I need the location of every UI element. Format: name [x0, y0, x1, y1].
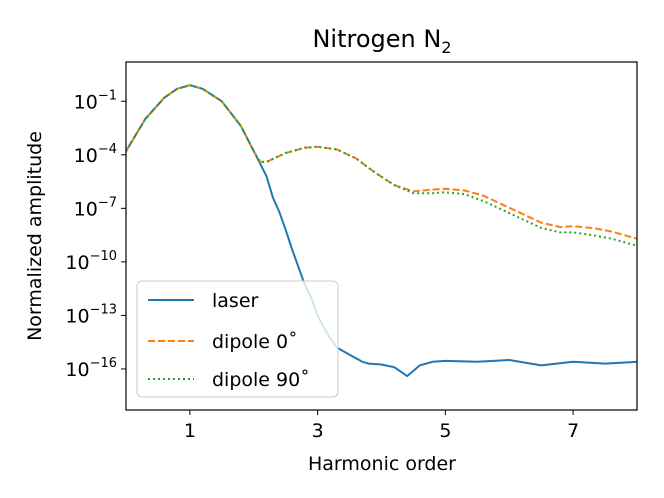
legend: laser dipole 0˚ dipole 90˚ [136, 280, 339, 398]
y-tick-label: 10−1 [74, 88, 117, 113]
y-tick-label: 10−13 [65, 302, 117, 327]
plot-frame [125, 61, 638, 411]
x-tick-label: 3 [312, 420, 324, 442]
x-axis: 1 3 5 7 [184, 410, 579, 442]
series-line-2 [125, 84, 638, 247]
y-tick-label: 10−16 [65, 356, 117, 381]
legend-box [136, 280, 339, 398]
y-tick-label: 10−4 [74, 142, 117, 167]
legend-label-dipole-0: dipole 0˚ [212, 331, 298, 353]
y-tick-label: 10−7 [74, 195, 117, 220]
series-line-1 [125, 84, 638, 240]
y-axis-label: Normalized amplitude [24, 131, 46, 341]
y-tick-label: 10−10 [65, 249, 117, 274]
x-axis-label: Harmonic order [308, 453, 456, 475]
x-tick-label: 5 [439, 420, 451, 442]
y-axis: 10−1 10−4 10−7 10−10 10−13 10−16 [65, 88, 126, 381]
x-tick-label: 7 [567, 420, 579, 442]
chart-title: Nitrogen N2 [312, 25, 451, 57]
legend-label-laser: laser [212, 290, 259, 312]
legend-label-dipole-90: dipole 90˚ [212, 369, 310, 391]
x-tick-label: 1 [184, 420, 196, 442]
